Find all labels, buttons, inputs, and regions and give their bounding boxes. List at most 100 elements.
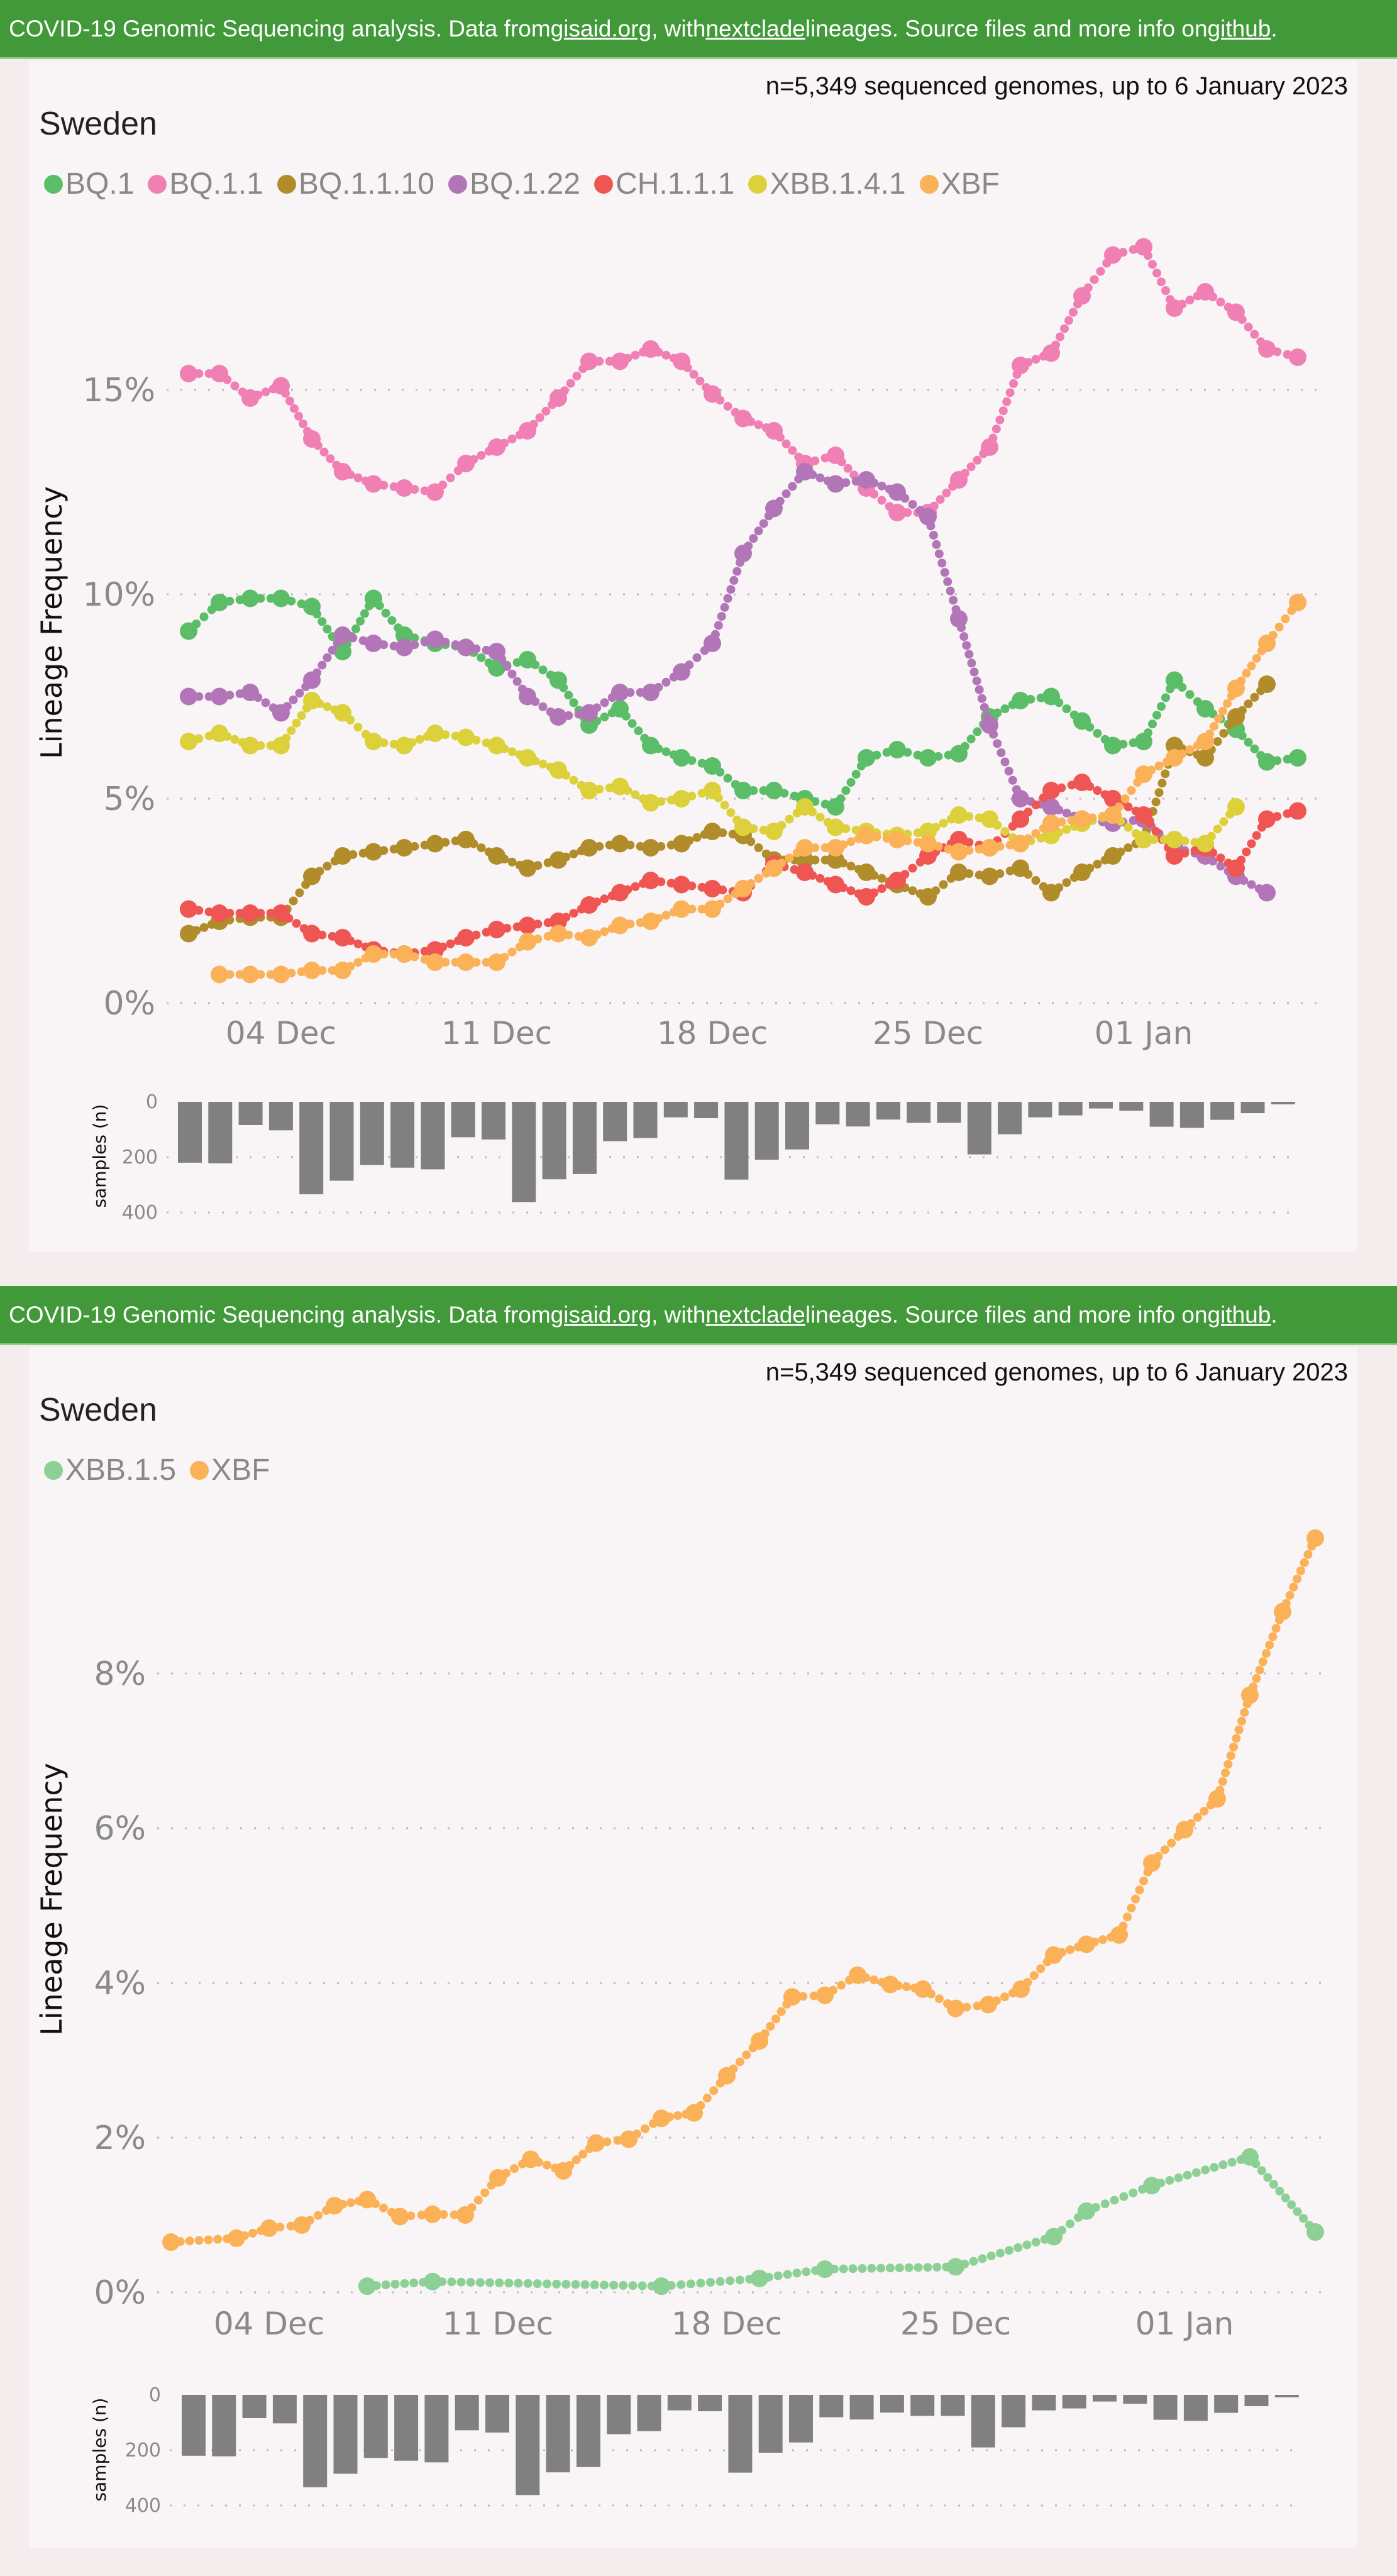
interp-dot [381,608,390,618]
data-point [783,1988,801,2006]
interp-dot [1161,693,1170,702]
data-point [950,831,968,848]
interp-dot [908,863,917,873]
interp-dot [1252,653,1261,663]
interp-dot [578,2150,588,2159]
interp-dot [841,786,851,795]
interp-dot [590,2280,599,2290]
interp-dot [1255,1665,1264,1675]
data-point [858,749,875,767]
data-point [827,818,844,836]
interp-dot [1004,767,1013,776]
interp-dot [742,2050,751,2060]
interp-dot [323,625,332,634]
legend-item[interactable]: CH.1.1.1 [594,167,734,201]
sample-bar [272,2395,297,2424]
sample-bar [910,2395,935,2416]
interp-dot [353,723,363,732]
nextclade-link[interactable]: nextclade [705,15,805,42]
data-point [457,638,475,657]
samples-bar-chart: 0 200 400 samples (n) [89,1091,1295,1224]
y-tick-label: 2% [94,2119,146,2157]
interp-dot [895,2263,904,2272]
github-link[interactable]: github [1207,1301,1271,1328]
legend-item[interactable]: XBF [190,1453,270,1487]
interp-dot [676,2280,686,2289]
samples-bar-chart: 0 200 400 samples (n) [89,2384,1299,2517]
interp-dot [569,698,578,708]
legend-item[interactable]: BQ.1.1 [148,167,263,201]
data-point [580,704,598,722]
data-point [1104,806,1122,824]
gisaid-link[interactable]: gisaid.org [550,15,652,42]
interp-dot [446,939,455,948]
sample-bar [299,1102,324,1194]
interp-dot [908,500,917,509]
data-point [1166,671,1183,689]
interp-dot [456,2277,466,2287]
sample-bar [1119,1102,1144,1111]
github-link[interactable]: github [1207,15,1271,42]
interp-dot [886,2263,895,2273]
legend-item[interactable]: XBB.1.5 [44,1453,176,1487]
x-tick-label: 04 Dec [214,2306,324,2342]
sample-bar [451,1102,475,1138]
interp-dot [627,719,637,728]
interp-dot [1096,267,1105,276]
data-point [457,929,475,947]
data-point [642,736,660,755]
interp-dot [661,747,671,757]
interp-dot [846,837,856,847]
legend-item[interactable]: BQ.1.1.10 [277,167,434,201]
data-point [426,724,444,742]
interp-dot [720,801,729,810]
data-point [1196,835,1214,853]
data-point [549,851,567,869]
interp-dot [1148,260,1157,269]
interp-dot [1090,275,1099,284]
data-point [1042,884,1060,902]
data-point [549,913,567,930]
data-point [426,630,444,648]
data-point [334,626,351,644]
interp-dot [1151,797,1161,807]
sample-bar [849,2395,874,2420]
x-tick-label: 01 Jan [1135,2306,1234,2342]
interp-dot [1123,1913,1132,1922]
interp-dot [973,455,982,465]
y-tick-label: 8% [94,1655,146,1693]
sample-bar [542,1102,566,1180]
legend-item[interactable]: XBF [919,167,1000,201]
data-point [1110,1926,1128,1944]
interp-dot [323,653,332,662]
interp-dot [846,862,856,871]
data-point [241,965,259,984]
nextclade-link[interactable]: nextclade [705,1301,805,1328]
sample-bar [698,2395,722,2411]
legend-dot-icon [44,174,63,194]
interp-dot [962,641,971,650]
interp-dot [798,1992,808,2001]
data-point [827,851,844,869]
interp-dot [1242,669,1251,678]
legend-item[interactable]: BQ.1 [44,167,134,201]
interp-dot [754,420,763,430]
interp-dot [1219,817,1229,826]
legend-label: BQ.1.22 [469,167,581,201]
data-point [1227,303,1245,321]
interp-dot [929,531,938,540]
series-xbf [211,594,1306,984]
interp-dot [328,645,337,655]
gisaid-link[interactable]: gisaid.org [550,1301,652,1328]
legend-item[interactable]: XBB.1.4.1 [748,167,906,201]
interp-dot [600,2280,609,2290]
interp-dot [923,2263,932,2272]
data-point [611,684,629,701]
legend-item[interactable]: BQ.1.22 [448,167,580,201]
sample-bar [212,2395,236,2457]
y-axis-label: samples (n) [89,1104,110,1208]
interp-dot [485,2278,494,2287]
interp-dot [776,2007,786,2016]
data-point [211,365,228,382]
series-bq-1-1 [180,238,1306,521]
